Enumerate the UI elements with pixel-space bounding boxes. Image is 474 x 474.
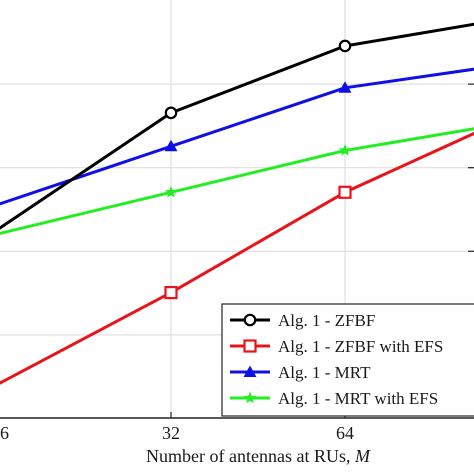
x-axis-label: Number of antennas at RUs, M — [146, 446, 371, 466]
series-alg-1-mrt-with-efs — [0, 127, 474, 235]
data-point — [164, 106, 178, 120]
data-point — [164, 185, 178, 198]
data-point — [164, 139, 178, 152]
legend: Alg. 1 - ZFBF Alg. 1 - ZFBF with EFS Alg. … — [221, 303, 474, 417]
data-point — [243, 365, 257, 377]
series-line — [0, 67, 474, 206]
data-point — [338, 185, 352, 199]
data-point — [164, 286, 178, 300]
series-layer — [0, 22, 474, 385]
x-tick-labels: 6 32 64 — [0, 423, 354, 443]
data-point — [338, 39, 352, 53]
legend-label: Alg. 1 - MRT with EFS — [278, 389, 438, 408]
series-alg-1-mrt — [0, 67, 474, 206]
data-point — [243, 313, 257, 327]
x-tick-label: 64 — [336, 423, 354, 443]
legend-entry: Alg. 1 - MRT with EFS — [230, 389, 438, 408]
series-alg-1-zfbf — [0, 22, 474, 230]
data-point — [338, 143, 352, 156]
legend-entry: Alg. 1 - ZFBF with EFS — [230, 337, 443, 356]
series-alg-1-zfbf-with-efs — [0, 131, 474, 385]
x-tick-label: 32 — [162, 423, 180, 443]
x-tick-label: 6 — [0, 423, 9, 443]
data-point — [338, 81, 352, 93]
series-line — [0, 131, 474, 385]
legend-label: Alg. 1 - MRT — [278, 363, 371, 382]
legend-entry: Alg. 1 - ZFBF — [230, 311, 375, 330]
series-line — [0, 22, 474, 230]
legend-label: Alg. 1 - ZFBF with EFS — [278, 337, 443, 356]
data-point — [243, 339, 257, 353]
series-line — [0, 127, 474, 235]
data-point — [243, 391, 257, 404]
legend-label: Alg. 1 - ZFBF — [278, 311, 375, 330]
legend-entry: Alg. 1 - MRT — [230, 363, 371, 382]
